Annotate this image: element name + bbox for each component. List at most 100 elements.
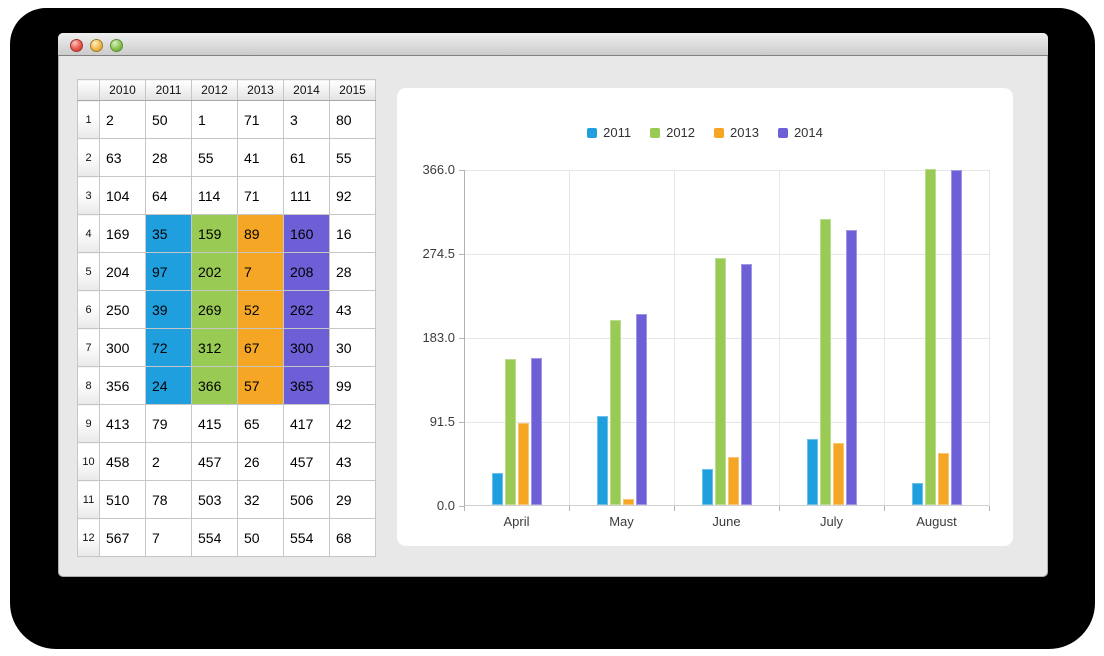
bar-chart-panel: 2011 2012 2013 2014 0.0 91.5 183.0 274.5 366.0 A… [397,88,1013,546]
table-cell[interactable]: 78 [145,480,192,519]
table-cell[interactable]: 554 [191,518,238,557]
table-cell[interactable]: 510 [99,480,146,519]
table-cell[interactable]: 159 [191,214,238,253]
column-header-2015[interactable]: 2015 [329,79,376,101]
table-cell[interactable]: 365 [283,366,330,405]
close-button[interactable] [70,39,83,52]
table-cell[interactable]: 61 [283,138,330,177]
table-cell[interactable]: 80 [329,100,376,139]
table-cell[interactable]: 300 [99,328,146,367]
table-cell[interactable]: 55 [191,138,238,177]
table-cell[interactable]: 30 [329,328,376,367]
row-header-12[interactable]: 12 [77,518,100,557]
table-cell[interactable]: 3 [283,100,330,139]
table-cell[interactable]: 7 [145,518,192,557]
table-cell[interactable]: 366 [191,366,238,405]
table-cell[interactable]: 7 [237,252,284,291]
table-cell[interactable]: 26 [237,442,284,481]
table-cell[interactable]: 114 [191,176,238,215]
table-cell[interactable]: 67 [237,328,284,367]
table-cell[interactable]: 57 [237,366,284,405]
table-cell[interactable]: 2 [145,442,192,481]
row-header-1[interactable]: 1 [77,100,100,139]
table-cell[interactable]: 250 [99,290,146,329]
row-header-6[interactable]: 6 [77,290,100,329]
table-cell[interactable]: 458 [99,442,146,481]
table-cell[interactable]: 97 [145,252,192,291]
table-cell[interactable]: 413 [99,404,146,443]
row-header-2[interactable]: 2 [77,138,100,177]
table-cell[interactable]: 417 [283,404,330,443]
column-header-2011[interactable]: 2011 [145,79,192,101]
table-cell[interactable]: 1 [191,100,238,139]
row-header-9[interactable]: 9 [77,404,100,443]
table-cell[interactable]: 42 [329,404,376,443]
table-cell[interactable]: 269 [191,290,238,329]
column-header-2010[interactable]: 2010 [99,79,146,101]
row-header-7[interactable]: 7 [77,328,100,367]
table-cell[interactable]: 50 [237,518,284,557]
row-header-11[interactable]: 11 [77,480,100,519]
table-cell[interactable]: 35 [145,214,192,253]
table-cell[interactable]: 71 [237,176,284,215]
table-cell[interactable]: 104 [99,176,146,215]
column-header-2014[interactable]: 2014 [283,79,330,101]
table-cell[interactable]: 50 [145,100,192,139]
table-cell[interactable]: 2 [99,100,146,139]
table-cell[interactable]: 169 [99,214,146,253]
table-cell[interactable]: 55 [329,138,376,177]
table-cell[interactable]: 43 [329,290,376,329]
table-cell[interactable]: 52 [237,290,284,329]
table-cell[interactable]: 65 [237,404,284,443]
table-cell[interactable]: 554 [283,518,330,557]
table-cell[interactable]: 29 [329,480,376,519]
table-header: 2010 2011 2012 2013 2014 2015 [77,79,376,101]
table-cell[interactable]: 92 [329,176,376,215]
column-header-2013[interactable]: 2013 [237,79,284,101]
table-cell[interactable]: 16 [329,214,376,253]
table-cell[interactable]: 312 [191,328,238,367]
minimize-button[interactable] [90,39,103,52]
table-cell[interactable]: 457 [283,442,330,481]
y-axis-tick [459,506,464,507]
table-cell[interactable]: 24 [145,366,192,405]
table-cell[interactable]: 43 [329,442,376,481]
table-cell[interactable]: 208 [283,252,330,291]
table-cell[interactable]: 204 [99,252,146,291]
table-cell[interactable]: 160 [283,214,330,253]
column-header-2012[interactable]: 2012 [191,79,238,101]
row-header-5[interactable]: 5 [77,252,100,291]
table-cell[interactable]: 89 [237,214,284,253]
table-cell[interactable]: 415 [191,404,238,443]
table-cell[interactable]: 32 [237,480,284,519]
gridline-vertical [884,170,885,506]
table-cell[interactable]: 79 [145,404,192,443]
table-cell[interactable]: 262 [283,290,330,329]
bar-2014-August [951,170,962,505]
table-cell[interactable]: 300 [283,328,330,367]
table-cell[interactable]: 567 [99,518,146,557]
gridline-vertical [779,170,780,506]
row-header-4[interactable]: 4 [77,214,100,253]
table-cell[interactable]: 72 [145,328,192,367]
table-cell[interactable]: 39 [145,290,192,329]
table-cell[interactable]: 503 [191,480,238,519]
table-cell[interactable]: 457 [191,442,238,481]
table-cell[interactable]: 506 [283,480,330,519]
row-header-10[interactable]: 10 [77,442,100,481]
table-cell[interactable]: 68 [329,518,376,557]
table-cell[interactable]: 99 [329,366,376,405]
table-cell[interactable]: 64 [145,176,192,215]
table-cell[interactable]: 63 [99,138,146,177]
zoom-button[interactable] [110,39,123,52]
table-cell[interactable]: 356 [99,366,146,405]
table-cell[interactable]: 71 [237,100,284,139]
table-cell[interactable]: 111 [283,176,330,215]
table-cell[interactable]: 28 [145,138,192,177]
table-cell[interactable]: 41 [237,138,284,177]
row-header-8[interactable]: 8 [77,366,100,405]
window-titlebar[interactable] [58,33,1048,56]
table-cell[interactable]: 202 [191,252,238,291]
table-cell[interactable]: 28 [329,252,376,291]
row-header-3[interactable]: 3 [77,176,100,215]
